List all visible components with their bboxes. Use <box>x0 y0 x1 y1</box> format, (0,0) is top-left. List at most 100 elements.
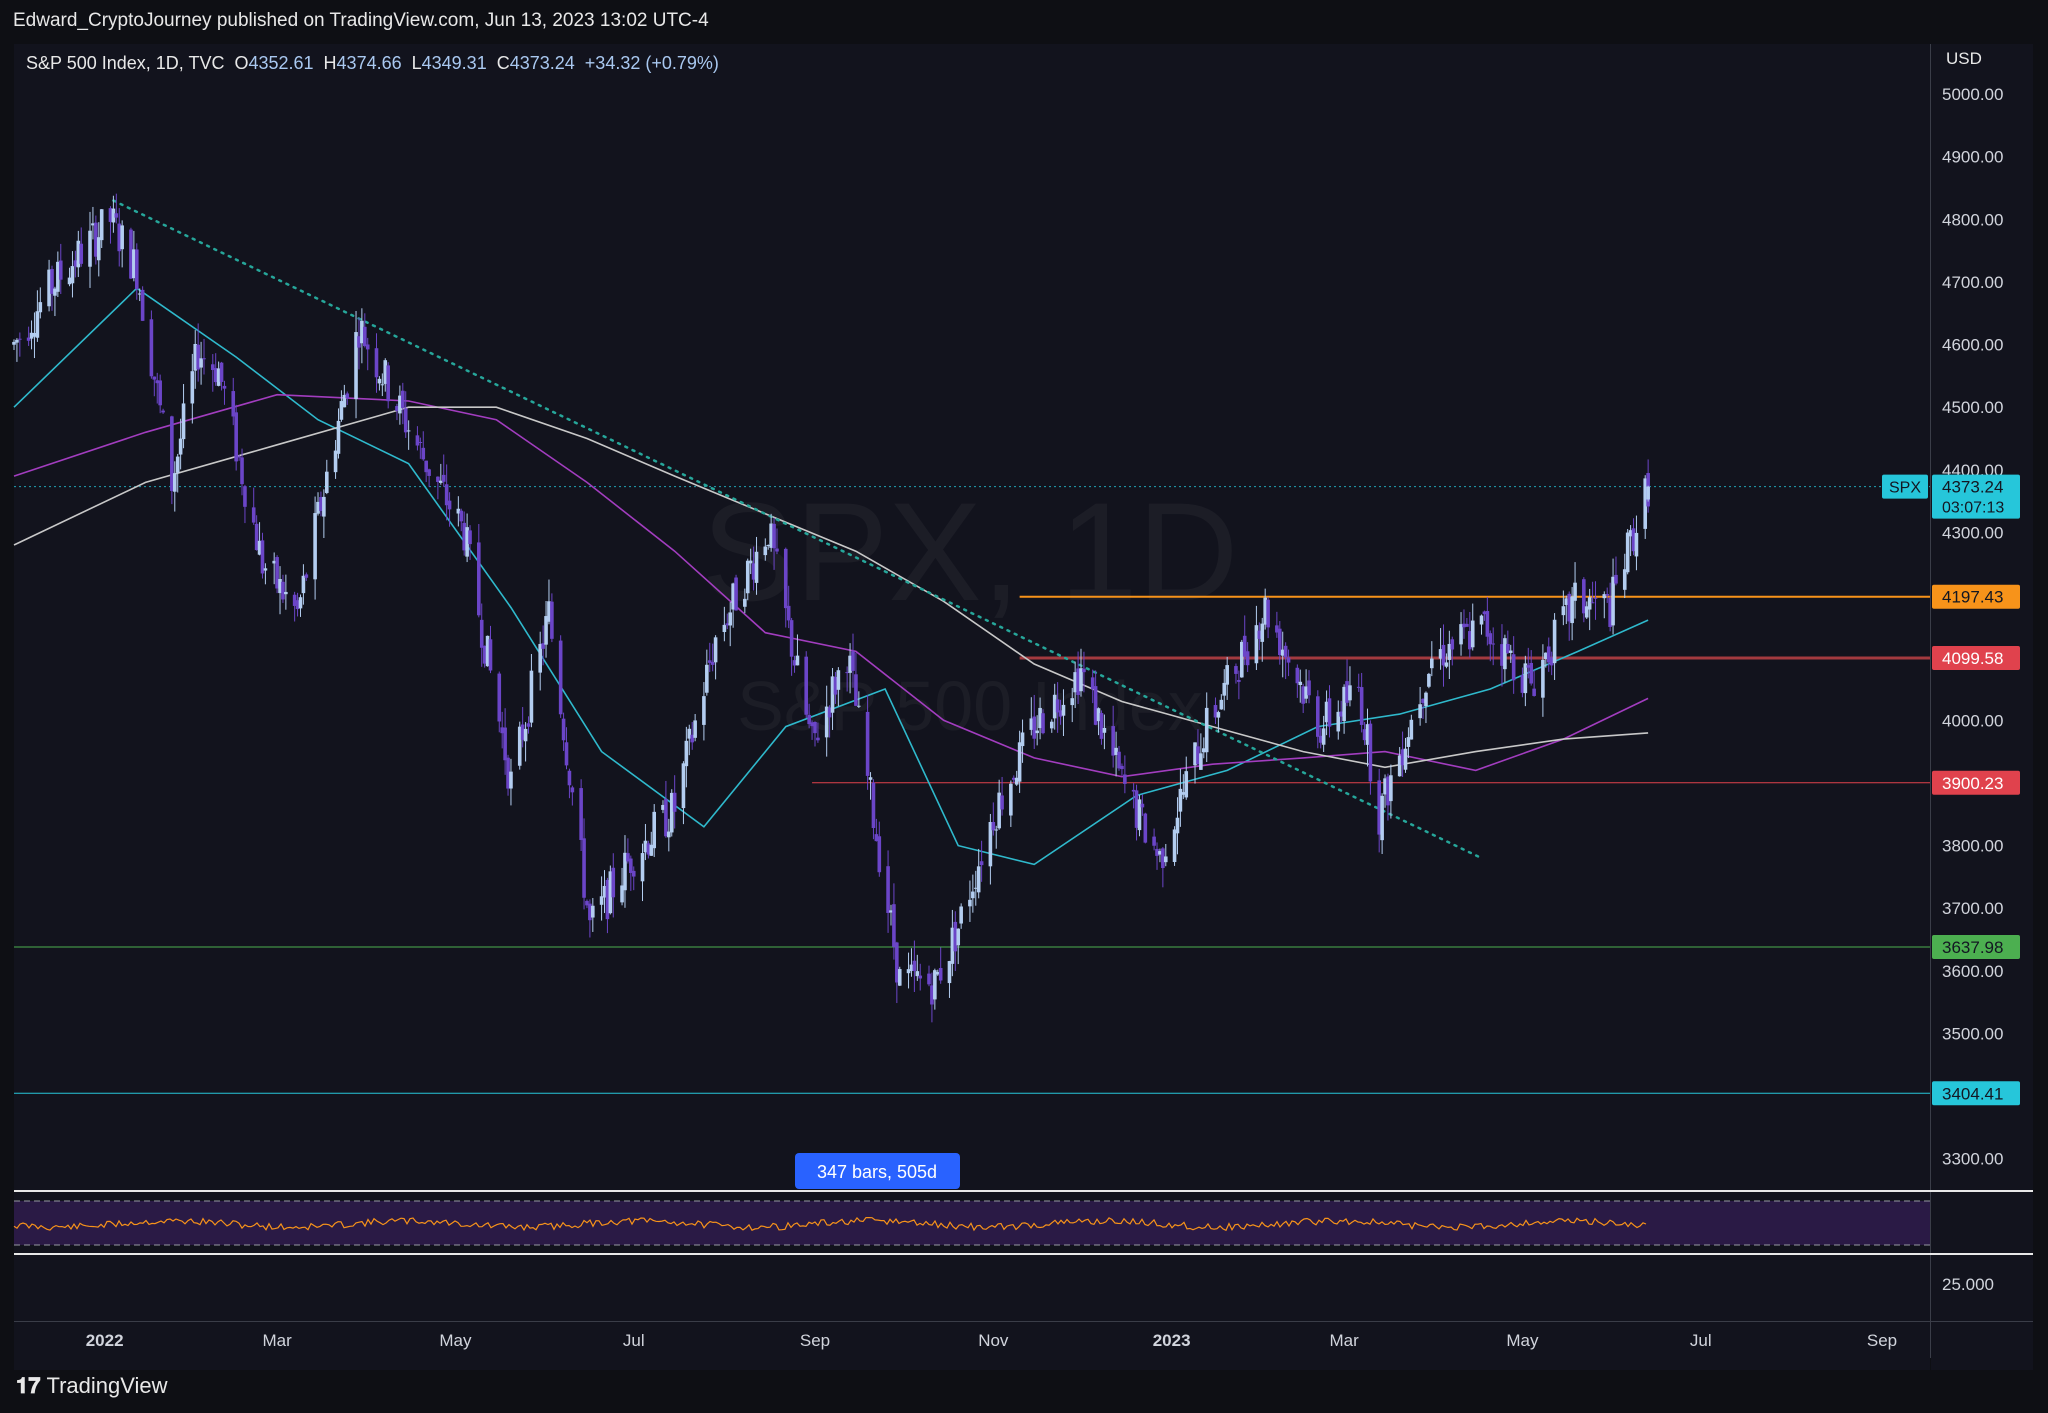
candle-body <box>503 727 507 761</box>
candle-body <box>1172 829 1177 863</box>
candle-body <box>1041 713 1045 734</box>
candle-body <box>953 921 958 952</box>
time-tick-label: Nov <box>978 1331 1009 1350</box>
candle-body <box>1286 657 1291 663</box>
candle-body <box>1090 677 1095 690</box>
candles[interactable] <box>12 193 1650 1023</box>
price-tag-countdown: 03:07:13 <box>1942 500 2004 517</box>
rsi-pane[interactable] <box>13 1200 1930 1246</box>
legend-c-value: 4373.24 <box>510 53 575 73</box>
candle-body <box>892 904 896 947</box>
main-pane[interactable] <box>14 44 1930 1370</box>
candle-body <box>1020 732 1025 747</box>
time-tick-label: 2022 <box>86 1331 124 1350</box>
candle-body <box>380 384 385 386</box>
legend-h-label: H <box>324 53 337 73</box>
candle-body <box>789 620 794 657</box>
candle-body <box>1529 662 1534 684</box>
candle-body <box>956 928 961 946</box>
candle-body <box>1552 619 1557 664</box>
candle-body <box>591 905 595 918</box>
candle-body <box>1073 672 1077 693</box>
candle-body <box>439 480 443 483</box>
candle-body <box>816 737 820 741</box>
candle-body <box>219 362 224 382</box>
price-tick-label: 3700.00 <box>1942 899 2003 918</box>
price-tick-label: 3600.00 <box>1942 962 2003 981</box>
candle-body <box>807 715 811 725</box>
candle-body <box>1441 644 1446 666</box>
candle-body <box>681 763 686 809</box>
candle-body <box>477 542 481 616</box>
candle-body <box>240 457 244 485</box>
candle-body <box>415 435 420 446</box>
candle-body <box>783 548 788 609</box>
candle-body <box>1614 574 1618 584</box>
candle-body <box>529 670 534 723</box>
candle-body <box>646 843 651 855</box>
candle-body <box>588 903 592 921</box>
candle-body <box>1315 696 1320 737</box>
candle-body <box>362 326 367 347</box>
candle-body <box>360 320 364 344</box>
time-axis[interactable]: 2022 Mar May Jul Sep Nov 2023 Mar May Jul Sep <box>86 1331 1897 1350</box>
candle-body <box>53 288 57 296</box>
candle-body <box>172 473 177 492</box>
candle-body <box>938 967 943 981</box>
candle-body <box>1070 698 1075 706</box>
candle-body <box>170 416 174 491</box>
price-axis-bg[interactable] <box>1931 44 2033 1370</box>
candle-body <box>50 269 54 294</box>
candle-body <box>1506 644 1510 653</box>
candle-body <box>316 501 320 514</box>
candle-body <box>1430 658 1434 669</box>
time-tick-label: 2023 <box>1153 1331 1191 1350</box>
candle-body <box>1260 623 1265 642</box>
candle-body <box>959 906 963 924</box>
price-tick-label: 4900.00 <box>1942 148 2003 167</box>
candle-body <box>333 450 338 473</box>
legend-o-value: 4352.61 <box>248 53 313 73</box>
candle-body <box>541 643 545 649</box>
candle-body <box>441 474 446 482</box>
candle-body <box>763 546 768 556</box>
candle-body <box>652 811 657 849</box>
candle-body <box>216 368 221 386</box>
candle-body <box>263 568 268 571</box>
candle-body <box>868 777 873 780</box>
candle-body <box>403 408 408 433</box>
candle-body <box>1199 753 1203 770</box>
candle-body <box>523 728 528 742</box>
candle-body <box>845 672 849 674</box>
candle-body <box>67 277 72 285</box>
candle-body <box>722 624 727 633</box>
candle-body <box>1204 707 1209 753</box>
candle-body <box>1257 630 1262 639</box>
candle-body <box>1532 688 1536 696</box>
legend-o-label: O <box>234 53 248 73</box>
watermark-symbol: SPX, 1D <box>702 473 1239 630</box>
candle-body <box>386 365 390 402</box>
candle-body <box>567 770 572 786</box>
candle-body <box>608 871 613 914</box>
candle-body <box>1193 742 1197 766</box>
candle-body <box>114 213 119 218</box>
candle-body <box>1508 650 1513 653</box>
candle-body <box>345 393 350 399</box>
symbol-tag <box>1882 474 1928 499</box>
candle-body <box>94 222 98 257</box>
measure-label: 347 bars, 505d <box>817 1162 937 1182</box>
candle-body <box>1526 665 1531 668</box>
candle-body <box>70 266 75 284</box>
candle-body <box>988 821 993 867</box>
candle-body <box>865 711 870 776</box>
candle-body <box>643 840 648 853</box>
level-price-label: 4099.58 <box>1942 649 2003 668</box>
footer: 𝟏𝟕 TradingView <box>16 1373 168 1399</box>
legend-l-label: L <box>412 53 422 73</box>
candle-body <box>1049 721 1054 729</box>
candle-body <box>281 581 285 600</box>
candle-body <box>1500 644 1504 666</box>
candle-body <box>210 364 215 371</box>
